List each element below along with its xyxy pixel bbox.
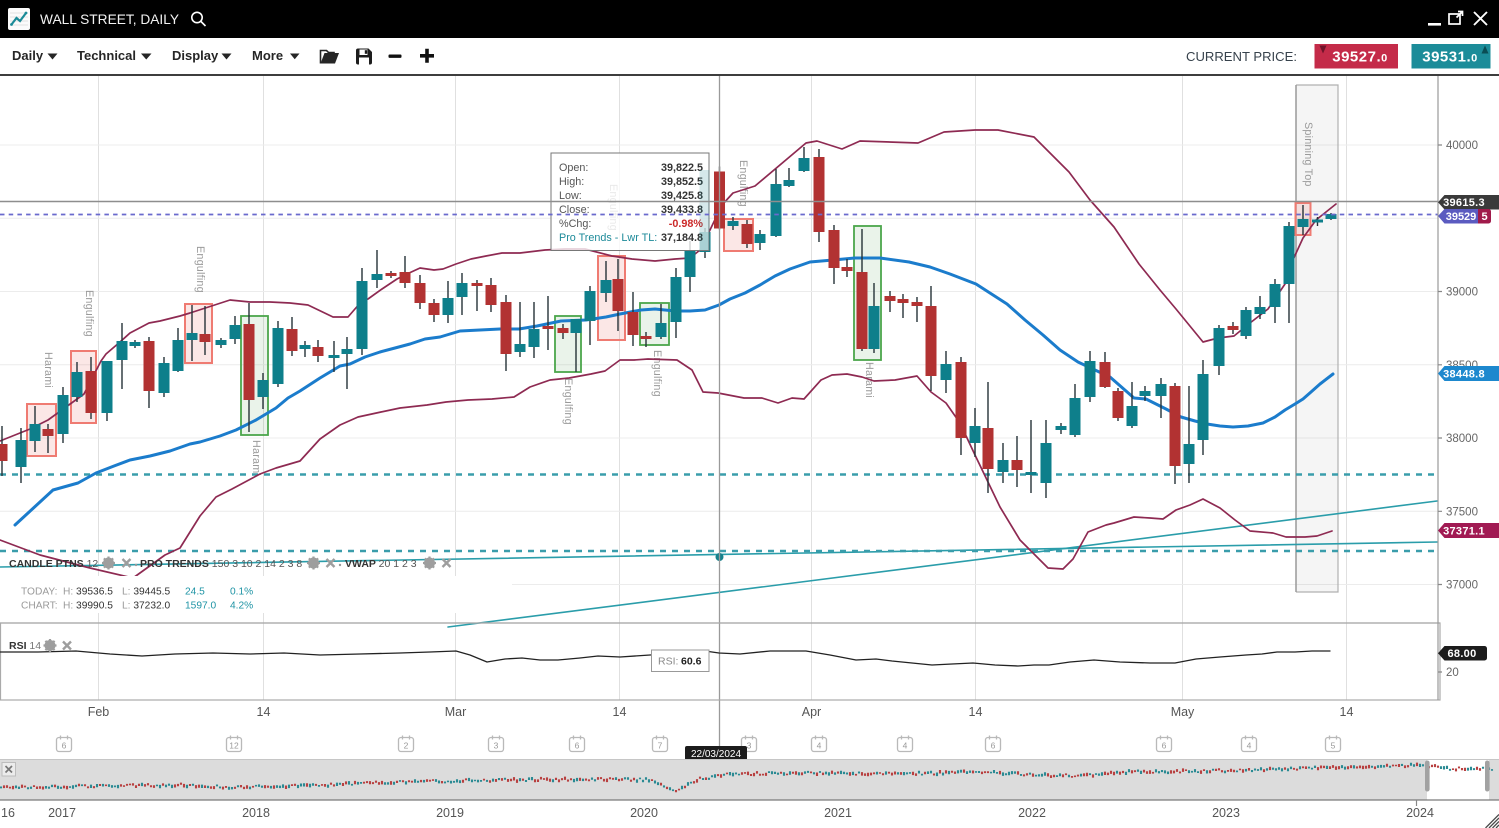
svg-text:May: May <box>1171 705 1195 719</box>
svg-text:Engulfing: Engulfing <box>737 160 749 207</box>
svg-text:6: 6 <box>1162 741 1167 751</box>
svg-text:24.5: 24.5 <box>185 587 205 598</box>
svg-text:Spinning Top: Spinning Top <box>1302 122 1314 187</box>
svg-text:0.1%: 0.1% <box>230 587 253 598</box>
svg-text:Harami: Harami <box>250 440 262 476</box>
svg-text:Close:: Close: <box>559 204 590 216</box>
svg-text:Mar: Mar <box>445 705 467 719</box>
svg-text:H: 39990.5: H: 39990.5 <box>63 601 113 612</box>
svg-text:2022: 2022 <box>1018 806 1046 820</box>
svg-text:39,822.5: 39,822.5 <box>661 162 703 174</box>
svg-text:RSI:: RSI: <box>658 656 678 668</box>
svg-text:37,184.8: 37,184.8 <box>661 232 703 244</box>
svg-text:39,425.8: 39,425.8 <box>661 190 703 202</box>
svg-text:37000: 37000 <box>1446 580 1478 592</box>
svg-text:39531.0: 39531.0 <box>1422 49 1478 66</box>
svg-text:1597.0: 1597.0 <box>185 601 216 612</box>
svg-text:6: 6 <box>991 741 996 751</box>
svg-text:14: 14 <box>257 705 271 719</box>
svg-text:2021: 2021 <box>824 806 852 820</box>
svg-text:High:: High: <box>559 176 584 188</box>
svg-text:Low:: Low: <box>559 190 582 202</box>
svg-text:CURRENT PRICE:: CURRENT PRICE: <box>1186 50 1297 64</box>
svg-text:3: 3 <box>747 741 752 751</box>
svg-text:5: 5 <box>1481 211 1487 223</box>
svg-text:RSI 14: RSI 14 <box>9 640 41 652</box>
svg-text:2024: 2024 <box>1406 806 1434 820</box>
svg-text:2019: 2019 <box>436 806 464 820</box>
svg-text:14: 14 <box>1340 705 1354 719</box>
svg-text:3: 3 <box>494 741 499 751</box>
svg-text:40000: 40000 <box>1446 140 1478 152</box>
svg-text:37371.1: 37371.1 <box>1443 525 1485 537</box>
svg-text:7: 7 <box>658 741 663 751</box>
svg-text:37500: 37500 <box>1446 506 1478 518</box>
svg-text:2023: 2023 <box>1212 806 1240 820</box>
svg-text:39529: 39529 <box>1446 211 1477 223</box>
svg-text:Engulfing: Engulfing <box>651 350 663 397</box>
svg-text:%Chg:: %Chg: <box>559 218 591 230</box>
svg-text:Feb: Feb <box>88 705 110 719</box>
svg-text:14: 14 <box>613 705 627 719</box>
svg-text:14: 14 <box>969 705 983 719</box>
svg-text:Engulfing: Engulfing <box>83 290 95 337</box>
svg-text:TODAY:: TODAY: <box>21 587 57 598</box>
svg-text:39,852.5: 39,852.5 <box>661 176 703 188</box>
svg-text:5: 5 <box>1331 741 1336 751</box>
svg-text:4: 4 <box>1247 741 1252 751</box>
svg-text:H: 39536.5: H: 39536.5 <box>63 587 113 598</box>
svg-text:6: 6 <box>575 741 580 751</box>
svg-text:CANDLE PTNS 12: CANDLE PTNS 12 <box>9 558 98 570</box>
svg-text:22/03/2024: 22/03/2024 <box>691 749 741 760</box>
svg-text:2020: 2020 <box>630 806 658 820</box>
svg-text:Pro Trends - Lwr TL:: Pro Trends - Lwr TL: <box>559 232 657 244</box>
svg-text:12: 12 <box>229 741 239 751</box>
svg-text:68.00: 68.00 <box>1447 648 1476 660</box>
svg-text:4: 4 <box>817 741 822 751</box>
svg-text:39615.3: 39615.3 <box>1443 197 1485 209</box>
svg-text:Open:: Open: <box>559 162 588 174</box>
svg-text:39000: 39000 <box>1446 287 1478 299</box>
svg-text:16: 16 <box>1 806 15 820</box>
svg-text:Engulfing: Engulfing <box>194 246 206 293</box>
svg-text:Harami: Harami <box>42 352 54 388</box>
svg-text:38000: 38000 <box>1446 433 1478 445</box>
svg-text:4: 4 <box>903 741 908 751</box>
svg-text:VWAP 20 1 2 3: VWAP 20 1 2 3 <box>345 558 417 570</box>
svg-text:6: 6 <box>62 741 67 751</box>
svg-text:38448.8: 38448.8 <box>1443 368 1485 380</box>
svg-text:L: 39445.5: L: 39445.5 <box>122 587 170 598</box>
svg-text:2018: 2018 <box>242 806 270 820</box>
svg-text:PRO TRENDS 150 3 10 2 14 2 3 8: PRO TRENDS 150 3 10 2 14 2 3 8 <box>140 558 302 570</box>
svg-text:20: 20 <box>1446 667 1459 679</box>
svg-text:-0.98%: -0.98% <box>669 218 704 230</box>
svg-text:Engulfing: Engulfing <box>562 378 574 425</box>
svg-text:WALL STREET, DAILY: WALL STREET, DAILY <box>40 12 179 27</box>
svg-text:2017: 2017 <box>48 806 76 820</box>
svg-text:4.2%: 4.2% <box>230 601 253 612</box>
svg-text:2: 2 <box>404 741 409 751</box>
svg-text:CHART:: CHART: <box>21 601 58 612</box>
svg-text:L: 37232.0: L: 37232.0 <box>122 601 170 612</box>
svg-text:Apr: Apr <box>802 705 821 719</box>
svg-text:39,433.8: 39,433.8 <box>661 204 703 216</box>
svg-text:39527.0: 39527.0 <box>1332 49 1388 66</box>
svg-text:60.6: 60.6 <box>681 656 702 668</box>
